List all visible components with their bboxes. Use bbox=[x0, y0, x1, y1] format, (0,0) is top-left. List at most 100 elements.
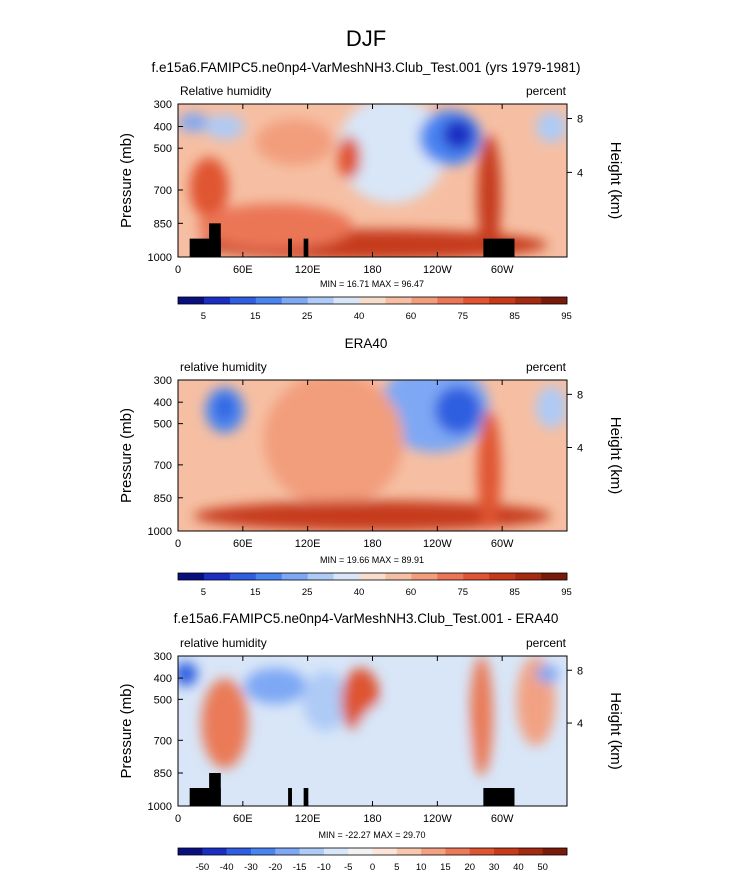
colorbar-label: -5 bbox=[344, 862, 352, 872]
x-tick-label: 60E bbox=[233, 813, 253, 825]
contour-field-1 bbox=[178, 104, 567, 257]
colorbar-swatch bbox=[307, 297, 334, 304]
y-tick-label: 700 bbox=[154, 460, 172, 472]
x-tick-label: 120E bbox=[295, 264, 321, 276]
colorbar-swatch bbox=[385, 573, 412, 580]
colorbar-label: 20 bbox=[464, 862, 475, 872]
colorbar-swatch bbox=[299, 848, 325, 855]
colorbar-swatch bbox=[203, 573, 231, 580]
colorbar-label: 85 bbox=[509, 311, 520, 322]
y-tick-label: 300 bbox=[154, 375, 172, 387]
colorbar-label: 40 bbox=[513, 862, 524, 872]
contour-region bbox=[442, 119, 474, 150]
terrain-block bbox=[209, 773, 221, 806]
colorbar-swatch bbox=[333, 573, 360, 580]
colorbar-swatch bbox=[541, 297, 568, 304]
contour-region bbox=[302, 671, 350, 731]
colorbar-swatch bbox=[250, 848, 276, 855]
x-tick-label: 180 bbox=[363, 264, 381, 276]
colorbar-swatch bbox=[359, 573, 386, 580]
topography-1 bbox=[189, 223, 515, 257]
min-max-stats: MIN = -22.27 MAX = 29.70 bbox=[318, 830, 425, 840]
colorbar-label: 25 bbox=[302, 587, 313, 598]
y-axis-title: Pressure (mb) bbox=[118, 408, 135, 503]
colorbar-label: 85 bbox=[509, 587, 520, 598]
colorbar-swatch bbox=[463, 573, 490, 580]
colorbar-swatch bbox=[489, 297, 516, 304]
terrain-block bbox=[483, 238, 515, 257]
colorbar-label: -40 bbox=[220, 862, 234, 872]
contour-region bbox=[178, 113, 210, 132]
x-tick-label: 60E bbox=[233, 264, 253, 276]
y-tick-label: 400 bbox=[154, 397, 172, 409]
colorbar-swatch bbox=[281, 297, 308, 304]
colorbar-label: -50 bbox=[195, 862, 209, 872]
x-tick-label: 120W bbox=[423, 813, 452, 825]
x-tick-label: 120W bbox=[423, 538, 452, 550]
colorbar-swatch bbox=[469, 848, 495, 855]
colorbar-swatch bbox=[515, 573, 542, 580]
contour-region bbox=[477, 134, 501, 257]
colorbar-label: 40 bbox=[354, 587, 365, 598]
contour-region bbox=[337, 136, 361, 179]
y-tick-label: 400 bbox=[154, 121, 172, 133]
colorbar-label: 50 bbox=[537, 862, 548, 872]
terrain-block bbox=[288, 238, 292, 257]
colorbar-swatch bbox=[178, 848, 203, 855]
colorbar-label: -30 bbox=[244, 862, 258, 872]
colorbar-swatch bbox=[445, 848, 471, 855]
colorbar-swatch bbox=[494, 848, 519, 855]
colorbar-swatch bbox=[372, 848, 398, 855]
colorbar-label: 5 bbox=[201, 587, 206, 598]
colorbar-label: 75 bbox=[457, 311, 468, 322]
colorbar-label: -15 bbox=[293, 862, 307, 872]
x-tick-label: 60W bbox=[491, 538, 514, 550]
colorbar-swatch bbox=[489, 573, 516, 580]
y2-axis-title: Height (km) bbox=[607, 692, 624, 770]
contour-field-3 bbox=[178, 656, 567, 806]
y2-axis-title: Height (km) bbox=[607, 417, 624, 495]
colorbar-label: 5 bbox=[394, 862, 399, 872]
y-axis-title: Pressure (mb) bbox=[118, 133, 135, 228]
x-tick-label: 120W bbox=[423, 264, 452, 276]
y-tick-label: 850 bbox=[154, 768, 172, 780]
colorbar-swatch bbox=[275, 848, 300, 855]
colorbar-swatch bbox=[542, 848, 568, 855]
y2-tick-label: 8 bbox=[577, 665, 583, 677]
x-tick-label: 120E bbox=[295, 538, 321, 550]
y-axis-title: Pressure (mb) bbox=[118, 683, 135, 778]
contour-region bbox=[205, 114, 245, 140]
field-label-3: relative humidity bbox=[180, 636, 267, 650]
y-tick-label: 700 bbox=[154, 185, 172, 197]
y-tick-label: 300 bbox=[154, 99, 172, 111]
colorbar-swatch bbox=[178, 573, 205, 580]
colorbar-swatch bbox=[255, 573, 283, 580]
colorbar-swatch bbox=[396, 848, 422, 855]
contour-region bbox=[244, 668, 307, 704]
colorbar-label: 15 bbox=[250, 311, 261, 322]
colorbar-1: 5 15 25 40 60 75 85 95 bbox=[177, 296, 572, 322]
colorbar-swatch bbox=[437, 297, 464, 304]
colorbar-label: 95 bbox=[561, 587, 572, 598]
x-tick-label: 60W bbox=[491, 813, 514, 825]
contour-region bbox=[434, 386, 482, 435]
y2-tick-label: 4 bbox=[577, 718, 583, 730]
contour-region bbox=[263, 380, 404, 509]
colorbar-3: -50 -40 -30 -20 -15 -10 -5 0 5 10 15 20 30 40 50 bbox=[177, 847, 568, 872]
panel-title-1: f.e15a6.FAMIPC5.ne0np4-VarMeshNH3.Club_T… bbox=[152, 60, 581, 75]
contour-field-2 bbox=[178, 380, 567, 531]
figure-title: DJF bbox=[346, 26, 386, 51]
panel-title-3: f.e15a6.FAMIPC5.ne0np4-VarMeshNH3.Club_T… bbox=[174, 611, 559, 626]
x-tick-label: 0 bbox=[175, 538, 181, 550]
terrain-block bbox=[209, 223, 221, 257]
contour-region bbox=[353, 693, 470, 799]
colorbar-label: 95 bbox=[561, 311, 572, 322]
colorbar-frame bbox=[177, 847, 568, 856]
colorbar-label: 15 bbox=[440, 862, 451, 872]
units-label-3: percent bbox=[526, 636, 567, 650]
colorbar-swatch bbox=[281, 573, 308, 580]
x-tick-label: 120E bbox=[295, 813, 321, 825]
colorbar-swatch bbox=[348, 848, 373, 855]
contour-region bbox=[535, 111, 567, 143]
